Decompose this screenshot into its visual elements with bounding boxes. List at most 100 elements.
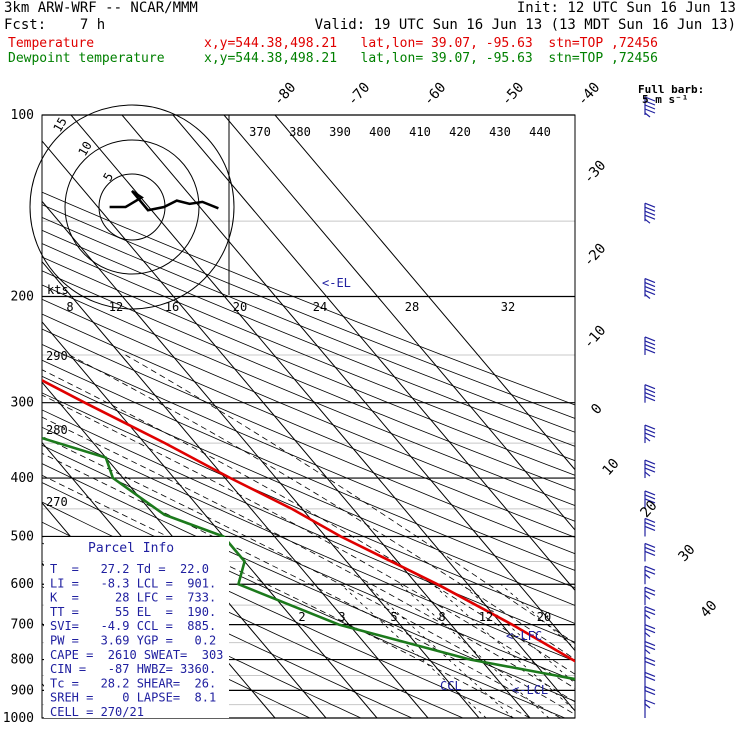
isotherm-label: -10 xyxy=(581,323,610,353)
wind-barb xyxy=(644,424,656,444)
mixing-ratio-label: 5 xyxy=(390,610,397,624)
mixing-ratio-line xyxy=(500,583,575,649)
isotherm-line xyxy=(42,200,480,718)
dry-adiabat xyxy=(42,256,575,476)
hodograph-ring-label: 5 xyxy=(100,170,116,183)
profile-traces xyxy=(42,378,575,681)
wind-barb xyxy=(644,202,656,224)
theta-label: 390 xyxy=(329,125,351,139)
parcel-info-title: Parcel Info xyxy=(88,541,174,556)
wind-barbs xyxy=(644,96,656,718)
wind-barb xyxy=(644,565,656,585)
theta-label: 430 xyxy=(489,125,511,139)
isotherm-line xyxy=(42,260,429,718)
parcel-info-row: LI = -8.3 LCL = 901. xyxy=(50,576,216,590)
dry-adiabat xyxy=(42,409,575,643)
dry-adiabat xyxy=(42,344,575,571)
ccl-marker: CCL xyxy=(440,679,462,693)
hodograph-ring xyxy=(64,139,200,275)
mixing-ratio-label: 8 xyxy=(438,610,445,624)
isotherm-line xyxy=(172,115,575,592)
el-marker: <-EL xyxy=(322,276,351,290)
moist-adiabat xyxy=(125,354,575,644)
pressure-label: 500 xyxy=(11,529,34,544)
hodograph-ring-label: 15 xyxy=(50,115,69,135)
isotherm-line xyxy=(70,115,575,712)
wind-barb xyxy=(644,336,656,355)
theta-side-label: 280 xyxy=(46,423,68,437)
moist-adiabat xyxy=(42,369,575,675)
dry-adiabat xyxy=(42,270,575,491)
dewpoint-location: x,y=544.38,498.21 lat,lon= 39.07, -95.63… xyxy=(204,51,658,66)
hodograph-ring xyxy=(29,104,235,310)
pressure-label: 700 xyxy=(11,618,34,633)
wind-barb xyxy=(644,699,656,718)
mixing-ratio-label: 12 xyxy=(479,610,493,624)
isotherm-label: -60 xyxy=(421,80,450,110)
dry-adiabat xyxy=(42,191,575,406)
wind-barb xyxy=(644,606,656,625)
wind-barb xyxy=(644,656,656,676)
thetae-label: 32 xyxy=(501,300,515,314)
isotherm-label: 30 xyxy=(675,542,698,565)
isotherm-label: -20 xyxy=(581,241,610,271)
wind-barb xyxy=(644,384,656,403)
isotherm-line xyxy=(42,321,378,718)
parcel-info-row: CIN = -87 HWBZ= 3360. xyxy=(50,662,216,676)
dry-adiabat xyxy=(42,284,575,507)
thetae-label: 28 xyxy=(405,300,419,314)
moist-adiabat xyxy=(42,394,575,689)
model-title: 3km ARW-WRF -- NCAR/MMM xyxy=(4,0,198,16)
thetae-label: 12 xyxy=(109,300,123,314)
parcel-info-row: SREH = 0 LAPSE= 8.1 xyxy=(50,691,216,705)
parcel-info-row: CELL = 270/21 xyxy=(50,705,144,719)
dry-adiabat xyxy=(42,359,575,589)
isotherm-line xyxy=(42,140,531,718)
isotherm-label: 0 xyxy=(588,401,606,418)
pressure-label: 900 xyxy=(11,683,34,698)
dry-adiabat xyxy=(42,463,575,702)
dry-adiabat xyxy=(42,375,575,606)
parcel-info-row: PW = 3.69 YGP = 0.2 xyxy=(50,634,216,648)
parcel-info-row: T = 27.2 Td = 22.0 xyxy=(50,562,209,576)
wind-barb xyxy=(644,459,656,479)
barb-key-title: Full barb: xyxy=(638,83,704,96)
dewpoint-trace xyxy=(42,436,575,681)
mixing-ratio-line xyxy=(461,583,575,684)
thetae-label: 20 xyxy=(233,300,247,314)
dry-adiabat xyxy=(42,216,575,433)
isotherm-label: 20 xyxy=(637,498,660,521)
dewpoint-legend: Dewpoint temperature xyxy=(8,51,165,66)
hodograph-ring-label: 10 xyxy=(75,139,94,159)
wind-barb xyxy=(644,624,656,643)
parcel-info-background xyxy=(44,537,229,718)
barb-key-value: 5 m s⁻¹ xyxy=(642,93,688,106)
isotherm-line xyxy=(223,115,575,531)
theta-label: 410 xyxy=(409,125,431,139)
isotherm-label: -50 xyxy=(499,80,528,110)
pressure-label: 800 xyxy=(11,653,34,668)
lcl-marker: <-LCL xyxy=(512,683,548,697)
dry-adiabat xyxy=(42,243,575,462)
mixing-ratio-label: 20 xyxy=(537,610,551,624)
plot-frame xyxy=(41,114,576,719)
temperature-trace xyxy=(42,378,575,663)
traces-clipped xyxy=(42,378,575,681)
wind-barb xyxy=(644,490,656,509)
isotherm-label: -70 xyxy=(345,80,374,110)
wind-barb xyxy=(644,586,656,606)
parcel-info-row: K = 28 LFC = 733. xyxy=(50,591,216,605)
theta-side-label: 290 xyxy=(46,349,68,363)
parcel-info-row: CAPE = 2610 SWEAT= 303 xyxy=(50,648,223,662)
moist-adiabat xyxy=(42,435,575,715)
wind-barb xyxy=(644,517,656,537)
init-time: Init: 12 UTC Sun 16 Jun 13 xyxy=(516,0,736,16)
moist-adiabat xyxy=(42,474,531,718)
pressure-label: 600 xyxy=(11,577,34,592)
thetae-label: 8 xyxy=(66,300,73,314)
theta-label: 440 xyxy=(529,125,551,139)
wind-barb xyxy=(644,96,656,118)
thetae-label: 16 xyxy=(165,300,179,314)
dry-adiabat xyxy=(42,313,575,538)
